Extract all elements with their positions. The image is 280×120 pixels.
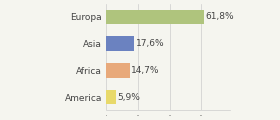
Text: 5,9%: 5,9% [117,93,140,102]
Bar [106,36,134,51]
Bar [106,10,204,24]
Text: 61,8%: 61,8% [205,12,234,21]
Text: 17,6%: 17,6% [136,39,164,48]
Bar [106,90,116,104]
Text: 14,7%: 14,7% [131,66,159,75]
Bar [106,63,130,78]
